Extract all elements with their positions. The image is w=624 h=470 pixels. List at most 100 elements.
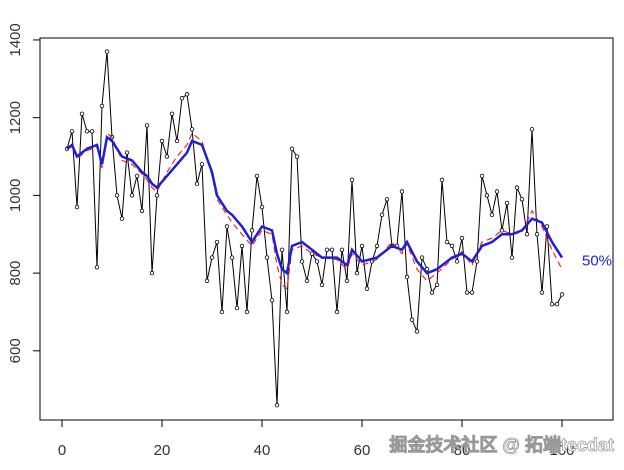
data-point (359, 243, 365, 249)
data-point (199, 162, 205, 167)
data-point (379, 212, 385, 218)
data-point (549, 301, 555, 307)
series-line (66, 134, 564, 276)
data-point (149, 270, 155, 276)
x-tick-label: 0 (58, 442, 66, 459)
data-point (524, 232, 530, 237)
data-point (184, 92, 190, 97)
data-point (69, 129, 75, 134)
data-point (164, 154, 170, 159)
data-point (474, 259, 480, 264)
data-point (289, 146, 295, 151)
data-point (239, 243, 245, 249)
data-point (94, 265, 100, 270)
data-point (329, 247, 335, 252)
data-point (174, 138, 180, 144)
data-point (234, 305, 240, 311)
data-point (324, 247, 330, 252)
annotation: 50% (582, 252, 612, 269)
y-tick-label: 600 (7, 338, 24, 363)
x-tick-label: 20 (154, 442, 171, 459)
plot-frame (39, 37, 614, 421)
data-point (274, 403, 280, 408)
data-point (459, 235, 465, 241)
data-point (339, 247, 345, 252)
x-tick-label: 100 (549, 442, 574, 459)
data-point (514, 185, 520, 190)
x-tick-label: 40 (254, 442, 271, 459)
data-point (309, 251, 315, 256)
y-tick-label: 800 (7, 261, 24, 286)
data-point (249, 228, 255, 233)
data-point (194, 181, 200, 186)
data-point (529, 127, 535, 132)
data-point (114, 193, 120, 198)
data-point (189, 127, 195, 132)
data-point (399, 189, 405, 194)
data-point (534, 232, 540, 237)
data-point (209, 255, 215, 260)
series-line (66, 51, 563, 406)
data-point (334, 309, 340, 315)
data-point (354, 270, 360, 276)
data-point (489, 212, 495, 218)
x-tick-label: 80 (454, 442, 471, 459)
data-point (414, 329, 420, 334)
data-point (279, 247, 285, 252)
data-point (429, 290, 435, 295)
data-point (264, 255, 270, 260)
data-point (494, 189, 500, 194)
data-point (364, 286, 370, 291)
data-point (344, 278, 350, 284)
data-point (219, 309, 225, 315)
data-point (99, 103, 105, 109)
data-point (124, 150, 130, 155)
data-point (259, 204, 265, 210)
data-point (439, 177, 445, 183)
data-point (539, 290, 545, 295)
data-point (159, 138, 165, 144)
data-point (384, 197, 390, 202)
data-point (559, 292, 565, 297)
data-point (449, 243, 455, 249)
data-point (224, 224, 230, 229)
data-point (129, 193, 135, 198)
data-point (349, 177, 355, 183)
data-point (504, 200, 510, 206)
data-point (374, 243, 380, 249)
data-point (74, 204, 80, 210)
data-point (434, 282, 440, 287)
data-point (179, 96, 185, 101)
data-point (254, 173, 260, 179)
data-point (484, 193, 490, 198)
data-point (319, 282, 325, 287)
data-point (294, 154, 300, 159)
data-point (299, 259, 305, 264)
y-tick-label: 1400 (7, 23, 24, 56)
data-point (554, 301, 560, 307)
data-point (479, 173, 485, 179)
data-point (84, 129, 90, 134)
data-point (269, 298, 275, 303)
data-point (144, 123, 150, 128)
data-point (169, 111, 175, 116)
data-point (79, 111, 85, 116)
data-point (499, 228, 505, 233)
data-point (469, 290, 475, 295)
data-point (284, 309, 290, 315)
data-point (154, 193, 160, 198)
data-point (314, 259, 320, 264)
data-point (464, 290, 470, 295)
data-point (304, 278, 310, 284)
data-point (444, 239, 450, 245)
data-point (509, 255, 515, 260)
data-point (229, 255, 235, 260)
x-tick-label: 60 (354, 442, 371, 459)
data-point (139, 208, 145, 214)
y-tick-label: 1200 (7, 101, 24, 134)
data-point (454, 259, 460, 264)
data-point (419, 255, 425, 260)
watermark: 掘金技术社区 @ 拓端tecdat (389, 434, 614, 455)
series-line (66, 132, 563, 290)
data-point (89, 129, 95, 134)
